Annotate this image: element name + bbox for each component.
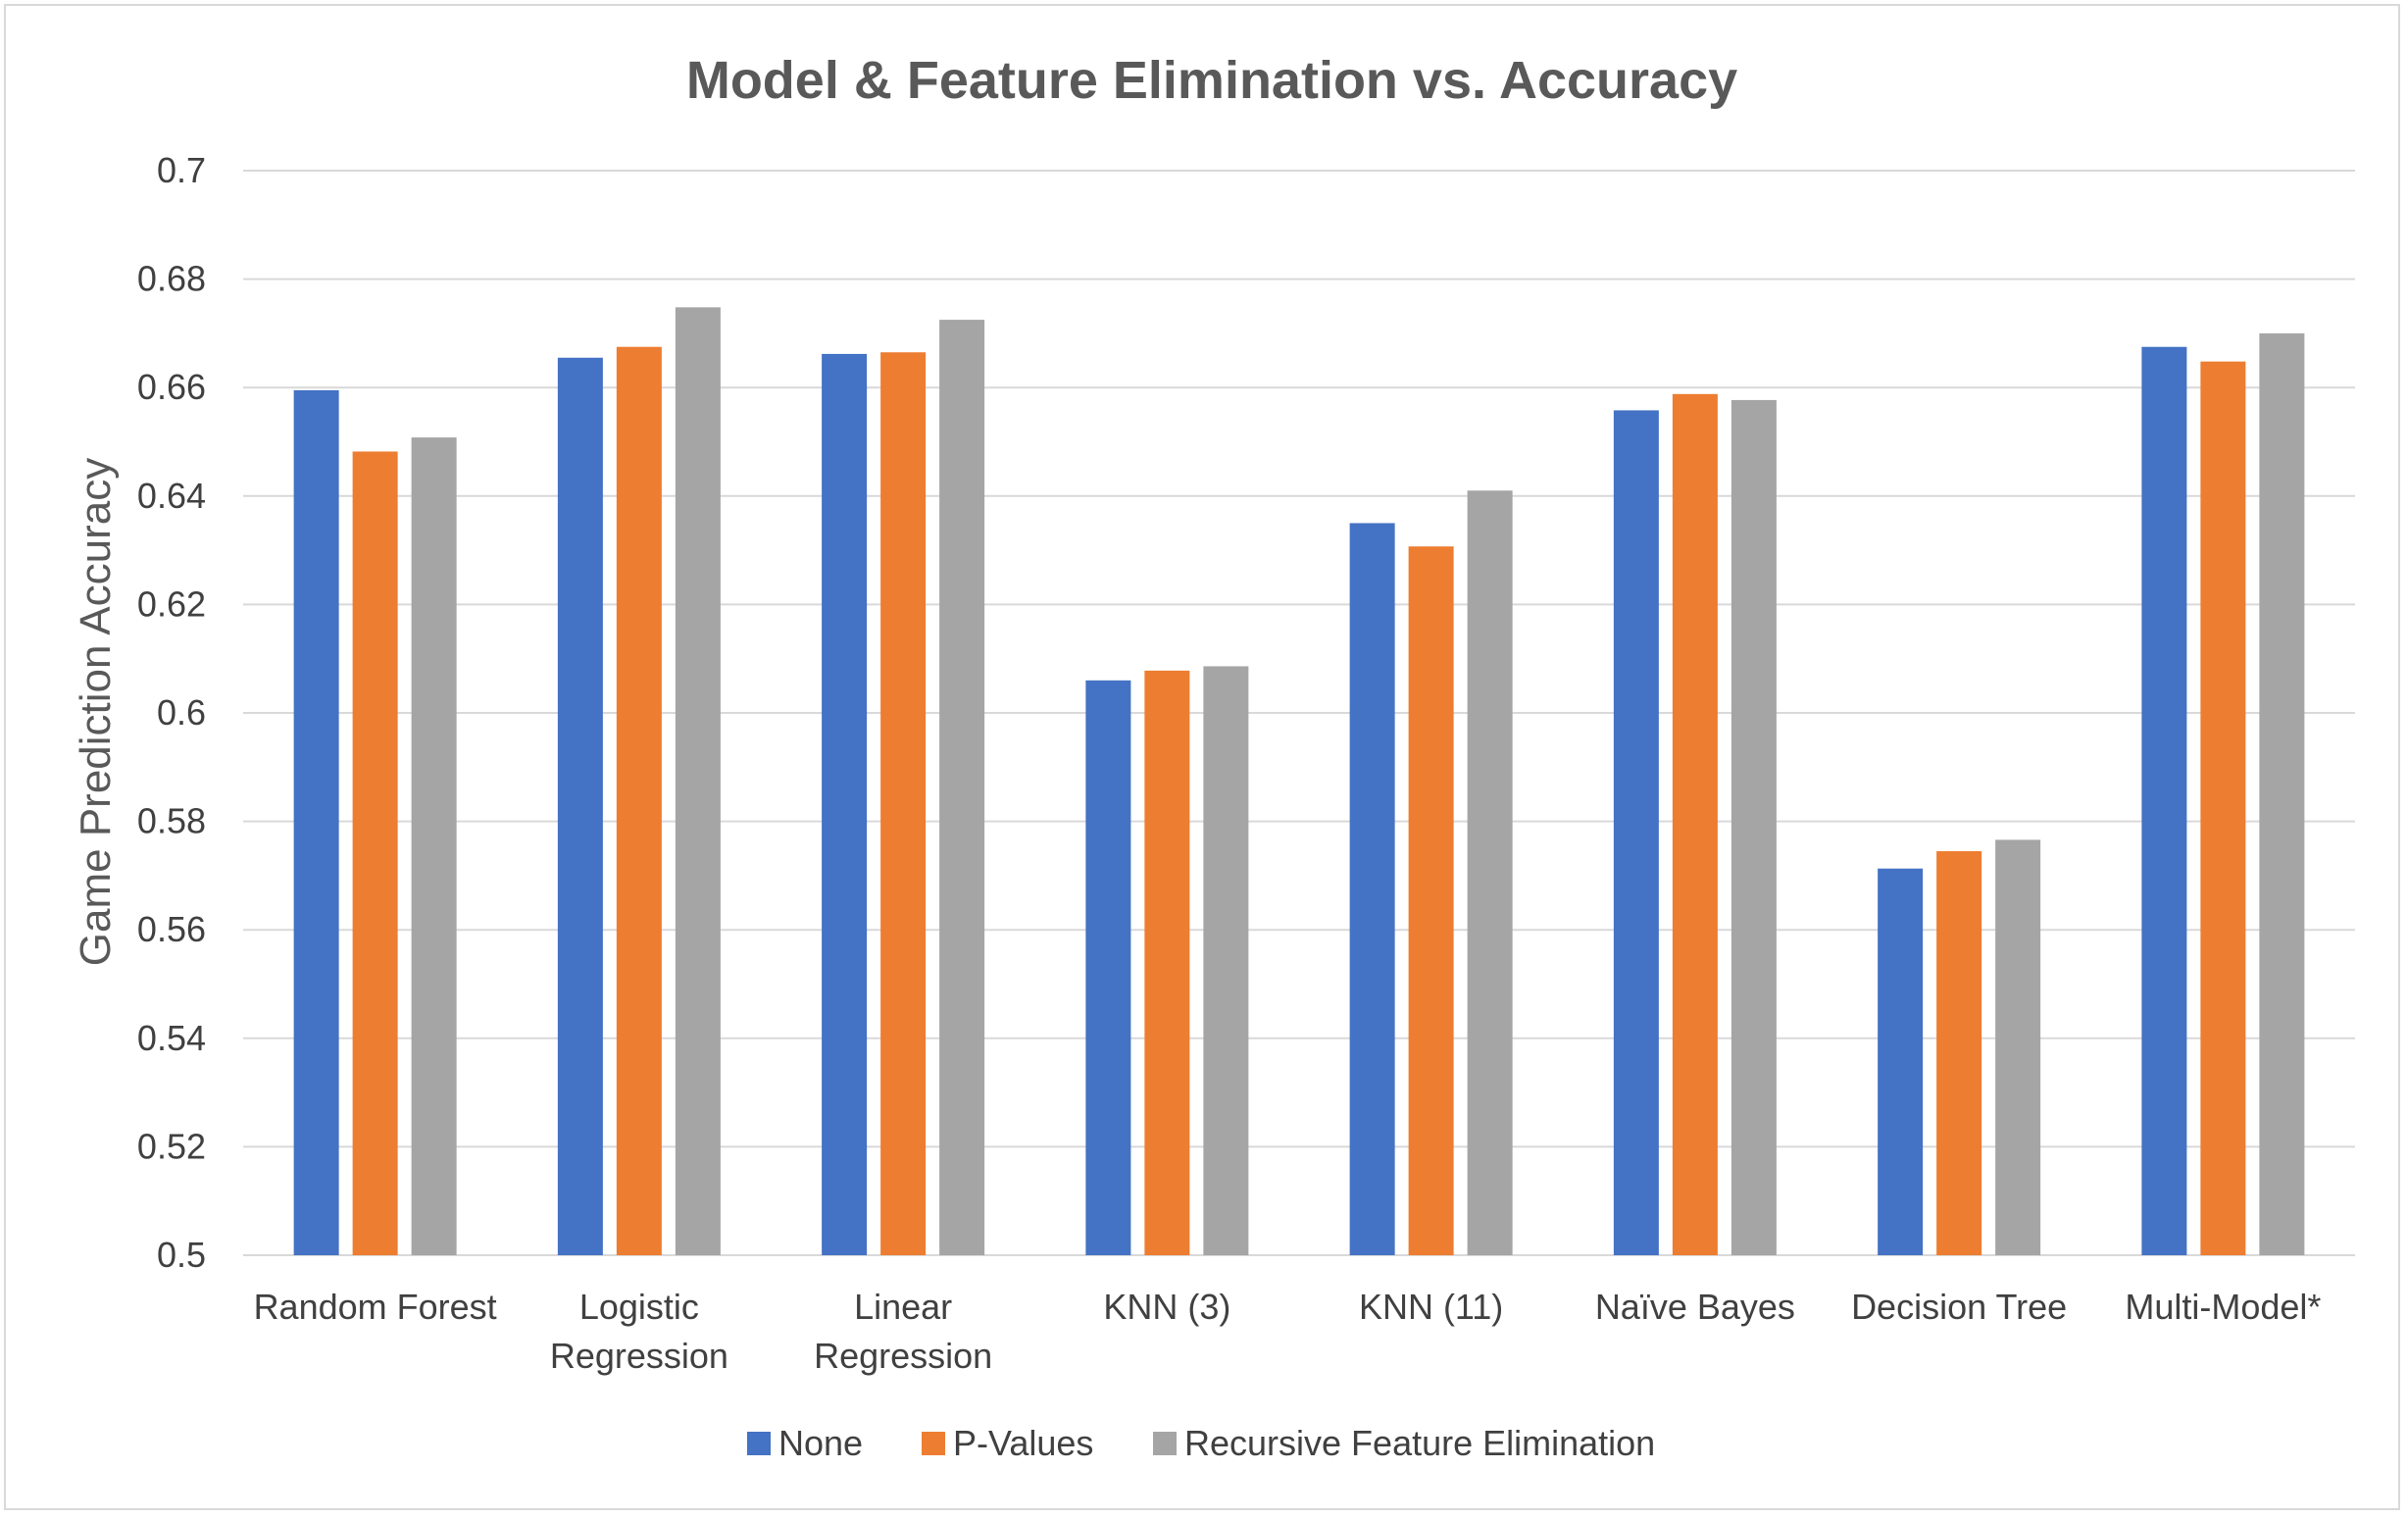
chart-title: Model & Feature Elimination vs. Accuracy bbox=[686, 51, 1737, 110]
chart-frame bbox=[4, 4, 2400, 1510]
bar bbox=[2259, 332, 2305, 1255]
legend-swatch bbox=[1153, 1432, 1177, 1455]
bars bbox=[293, 307, 2305, 1256]
x-category-label: Regression bbox=[814, 1336, 992, 1376]
x-axis-categories: Random Forest Logistic Regression Linear Reg… bbox=[254, 1287, 2322, 1376]
legend-label: None bbox=[778, 1423, 863, 1463]
bar bbox=[293, 389, 339, 1256]
bar bbox=[880, 352, 927, 1255]
x-category-label: Multi-Model* bbox=[2125, 1287, 2321, 1327]
legend-label: P-Values bbox=[953, 1423, 1093, 1463]
bar bbox=[822, 353, 868, 1255]
legend-label: Recursive Feature Elimination bbox=[1184, 1423, 1655, 1463]
bar bbox=[1878, 868, 1924, 1255]
bar bbox=[1731, 399, 1777, 1255]
bar bbox=[1203, 666, 1249, 1255]
y-tick-label: 0.64 bbox=[137, 476, 206, 516]
x-category-label: Naïve Bayes bbox=[1595, 1287, 1795, 1327]
y-tick-label: 0.62 bbox=[137, 583, 206, 624]
x-category-label: Regression bbox=[550, 1336, 728, 1376]
bar bbox=[675, 307, 721, 1256]
x-category-label: KNN (11) bbox=[1359, 1287, 1503, 1327]
y-tick-label: 0.68 bbox=[137, 259, 206, 299]
y-tick-label: 0.56 bbox=[137, 909, 206, 949]
x-category-label: KNN (3) bbox=[1103, 1287, 1230, 1327]
y-axis-ticks: 0.5 0.52 0.54 0.56 0.58 0.6 0.62 0.64 0.66 0.68 0.… bbox=[137, 150, 206, 1275]
y-tick-label: 0.6 bbox=[157, 692, 206, 733]
bar bbox=[1995, 839, 2041, 1255]
y-tick-label: 0.5 bbox=[157, 1235, 206, 1275]
legend-swatch bbox=[922, 1432, 945, 1455]
y-tick-label: 0.66 bbox=[137, 367, 206, 407]
bar bbox=[352, 451, 398, 1256]
y-axis-title: Game Prediction Accuracy bbox=[72, 458, 120, 966]
bar bbox=[1613, 410, 1659, 1255]
bar bbox=[2200, 361, 2246, 1255]
x-category-label: Linear bbox=[854, 1287, 952, 1327]
y-tick-label: 0.7 bbox=[157, 150, 206, 190]
y-tick-label: 0.54 bbox=[137, 1018, 206, 1058]
bar bbox=[2141, 346, 2187, 1256]
bar bbox=[1144, 670, 1190, 1255]
legend-swatch bbox=[747, 1432, 771, 1455]
bar bbox=[411, 437, 457, 1255]
bar bbox=[1085, 680, 1131, 1255]
x-category-label: Random Forest bbox=[254, 1287, 497, 1327]
x-category-label: Decision Tree bbox=[1851, 1287, 2067, 1327]
bar bbox=[1349, 523, 1395, 1255]
bar bbox=[1408, 546, 1454, 1255]
bar bbox=[1936, 851, 1982, 1255]
bar bbox=[939, 320, 985, 1255]
bar bbox=[616, 346, 662, 1256]
y-tick-label: 0.52 bbox=[137, 1126, 206, 1166]
legend: None P-Values Recursive Feature Eliminatio… bbox=[747, 1423, 1655, 1463]
y-tick-label: 0.58 bbox=[137, 801, 206, 841]
x-category-label: Logistic bbox=[579, 1287, 699, 1327]
bar bbox=[1672, 393, 1718, 1255]
bar bbox=[1467, 490, 1513, 1255]
bar bbox=[557, 357, 603, 1255]
